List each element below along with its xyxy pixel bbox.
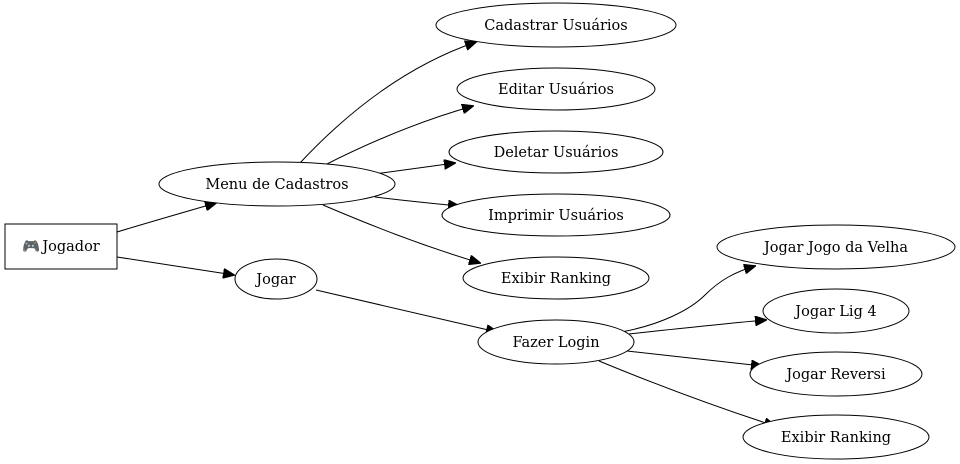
node-label-imprimir-usuarios: Imprimir Usuários bbox=[488, 208, 624, 224]
node-jogar-reversi: Jogar Reversi bbox=[749, 351, 923, 397]
node-jogar: Jogar bbox=[234, 258, 318, 300]
node-editar-usuarios: Editar Usuários bbox=[456, 67, 656, 111]
node-label-editar-usuarios: Editar Usuários bbox=[498, 82, 614, 98]
node-deletar-usuarios: Deletar Usuários bbox=[448, 130, 664, 174]
node-label-jogar: Jogar bbox=[254, 272, 295, 288]
node-label-exibir-ranking-login: Exibir Ranking bbox=[781, 430, 891, 446]
edge-menu-to-imprimir bbox=[374, 196, 459, 206]
node-fazer-login: Fazer Login bbox=[477, 319, 635, 365]
user-icon: 🎮 bbox=[22, 239, 40, 255]
node-exibir-ranking-login: Exibir Ranking bbox=[742, 414, 930, 460]
node-label-jogar-reversi: Jogar Reversi bbox=[784, 367, 886, 383]
edge-login-to-velha bbox=[620, 266, 755, 333]
node-menu-de-cadastros: Menu de Cadastros bbox=[158, 161, 396, 207]
edge-jogador-to-jogar bbox=[116, 256, 234, 275]
node-label-jogar-lig4: Jogar Lig 4 bbox=[793, 304, 876, 320]
edge-menu-to-exibir-ranking bbox=[322, 204, 480, 263]
edge-jogador-to-menu-cadastros bbox=[116, 203, 216, 233]
node-label-exibir-ranking-menu: Exibir Ranking bbox=[501, 271, 611, 287]
edge-menu-to-editar bbox=[322, 106, 473, 167]
node-label-fazer-login: Fazer Login bbox=[512, 335, 599, 351]
nodes: 🎮 Jogador Menu de Cadastros Jogar Cadastr… bbox=[4, 2, 956, 460]
node-label-jogar-jogo-da-velha: Jogar Jogo da Velha bbox=[762, 240, 908, 256]
edges bbox=[116, 42, 775, 426]
edge-login-to-lig4 bbox=[628, 320, 766, 335]
node-label-deletar-usuarios: Deletar Usuários bbox=[494, 145, 619, 161]
node-jogador: 🎮 Jogador bbox=[4, 223, 118, 270]
edge-menu-to-cadastrar bbox=[298, 42, 476, 165]
edge-login-to-exibir-ranking bbox=[598, 360, 775, 426]
node-jogar-jogo-da-velha: Jogar Jogo da Velha bbox=[716, 224, 956, 270]
node-imprimir-usuarios: Imprimir Usuários bbox=[441, 193, 671, 237]
edge-jogar-to-login bbox=[315, 289, 497, 332]
edge-login-to-reversi bbox=[626, 350, 762, 366]
svg-text:🎮Jogador: 🎮 Jogador bbox=[22, 239, 100, 255]
node-label-menu-de-cadastros: Menu de Cadastros bbox=[205, 177, 348, 193]
node-label-jogador: Jogador bbox=[40, 239, 99, 255]
node-jogar-lig4: Jogar Lig 4 bbox=[762, 288, 910, 334]
node-exibir-ranking-menu: Exibir Ranking bbox=[462, 256, 650, 300]
node-label-cadastrar-usuarios: Cadastrar Usuários bbox=[484, 18, 627, 34]
node-cadastrar-usuarios: Cadastrar Usuários bbox=[435, 2, 677, 48]
